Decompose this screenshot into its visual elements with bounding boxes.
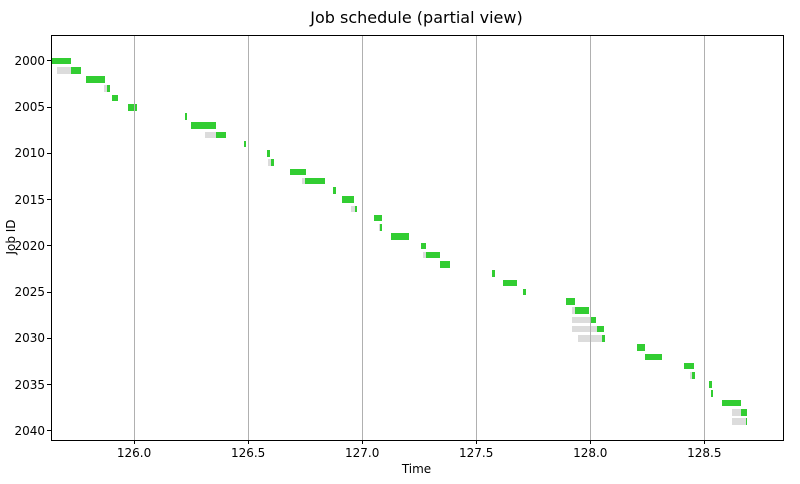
job-bar-run (708, 381, 712, 388)
y-tick-mark (47, 430, 51, 432)
gridline (247, 36, 249, 440)
job-bar-queued (57, 66, 72, 74)
job-bar-run (305, 177, 325, 185)
job-bar-run (421, 242, 426, 250)
gridline (475, 36, 477, 440)
job-bar-run (342, 196, 355, 203)
job-bar-run (597, 325, 604, 333)
x-tick-label: 128.5 (687, 446, 722, 460)
job-bar-queued (423, 251, 426, 259)
plot-area (51, 35, 784, 441)
x-axis-label: Time (401, 462, 432, 476)
job-bar-run (289, 168, 307, 176)
x-tick-label: 126.5 (230, 446, 266, 460)
job-bar-run (380, 224, 382, 231)
x-tick-label: 127.0 (345, 446, 380, 460)
job-bar-run (684, 362, 694, 370)
job-bar-queued (267, 159, 271, 166)
chart-title: Job schedule (partial view) (310, 8, 523, 27)
y-tick-mark (47, 291, 51, 293)
y-tick-mark (47, 245, 51, 247)
gridline (703, 36, 705, 440)
gridline (361, 36, 363, 440)
y-tick-label: 2040 (14, 423, 45, 438)
job-bar-queued (732, 418, 746, 425)
job-bar-run (425, 251, 440, 259)
job-bar-queued (689, 372, 693, 379)
job-bar-queued (571, 325, 598, 333)
job-bar-run (503, 279, 517, 287)
y-tick-label: 2020 (14, 238, 45, 253)
job-bar-run (589, 316, 597, 324)
job-bar-queued (572, 316, 590, 324)
job-bar-run (565, 298, 575, 305)
job-bar-run (523, 288, 526, 296)
y-tick-label: 2005 (14, 100, 45, 115)
job-bar-run (390, 233, 409, 240)
y-tick-label: 2010 (14, 146, 45, 161)
job-bar-run (373, 214, 383, 222)
x-tick-mark (475, 440, 477, 444)
y-tick-mark (47, 152, 51, 154)
job-bar-run (215, 131, 226, 139)
job-bar-run (692, 372, 695, 379)
x-tick-label: 128.0 (573, 446, 608, 460)
job-bar-run (191, 122, 216, 129)
y-tick-label: 2015 (14, 192, 45, 207)
gridline (589, 36, 591, 440)
y-tick-mark (47, 199, 51, 201)
y-tick-label: 2030 (14, 331, 45, 346)
job-bar-queued (571, 307, 575, 314)
job-bar-queued (351, 205, 355, 213)
job-bar-run (127, 103, 138, 111)
y-tick-mark (47, 337, 51, 339)
job-bar-run (185, 113, 188, 120)
job-bar-run (106, 85, 111, 93)
job-bar-run (645, 353, 662, 361)
gridline (133, 36, 135, 440)
x-tick-mark (589, 440, 591, 444)
x-tick-label: 126.0 (116, 446, 152, 460)
job-bar-queued (205, 131, 216, 139)
y-tick-mark (47, 106, 51, 108)
job-bar-run (71, 66, 82, 74)
job-bar-run (243, 140, 246, 148)
job-bar-run (354, 205, 358, 213)
job-bar-queued (104, 85, 107, 93)
job-bar-run (722, 399, 741, 407)
y-tick-mark (47, 60, 51, 62)
job-bar-queued (302, 177, 306, 185)
y-tick-label: 2000 (14, 53, 45, 68)
x-tick-mark (361, 440, 363, 444)
job-bar-run (439, 261, 450, 268)
x-tick-mark (247, 440, 249, 444)
job-bar-run (492, 270, 496, 277)
job-bar-run (637, 344, 646, 351)
job-bar-run (266, 150, 270, 157)
y-tick-label: 2035 (14, 377, 45, 392)
job-bar-queued (378, 224, 381, 231)
job-bar-run (574, 307, 589, 314)
job-bar-run (52, 57, 72, 65)
job-bar-run (111, 94, 119, 102)
job-bar-run (85, 76, 106, 83)
job-bar-run (745, 418, 748, 425)
x-tick-mark (133, 440, 135, 444)
job-bar-run (741, 408, 747, 416)
job-bar-run (332, 187, 336, 194)
x-tick-label: 127.5 (459, 446, 494, 460)
x-tick-mark (703, 440, 705, 444)
y-axis-label: Job ID (4, 219, 18, 255)
job-bar-run (270, 159, 275, 166)
job-bar-queued (732, 408, 742, 416)
y-tick-label: 2025 (14, 285, 45, 300)
job-bar-run (602, 335, 605, 342)
job-bar-run (711, 390, 713, 398)
y-tick-mark (47, 384, 51, 386)
